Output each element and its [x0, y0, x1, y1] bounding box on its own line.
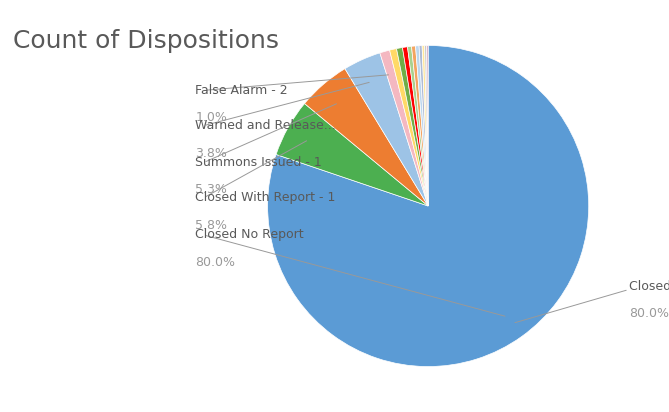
Text: Closed No Report: Closed No Report: [195, 228, 304, 241]
Text: 80.0%: 80.0%: [195, 256, 235, 269]
Text: 80.0%: 80.0%: [629, 307, 669, 320]
Text: 5.3%: 5.3%: [195, 183, 227, 197]
Text: Closed No Report: Closed No Report: [629, 280, 669, 293]
Wedge shape: [415, 46, 428, 206]
Wedge shape: [276, 103, 428, 206]
Text: Closed With Report - 1: Closed With Report - 1: [195, 192, 336, 204]
Text: 1.0%: 1.0%: [195, 111, 227, 124]
Text: 5.8%: 5.8%: [195, 219, 227, 232]
Wedge shape: [380, 50, 428, 206]
Wedge shape: [407, 46, 428, 206]
Wedge shape: [425, 45, 428, 206]
Text: False Alarm - 2: False Alarm - 2: [195, 84, 288, 97]
Text: 3.8%: 3.8%: [195, 147, 227, 159]
Wedge shape: [397, 47, 428, 206]
Wedge shape: [422, 45, 428, 206]
Text: Count of Dispositions: Count of Dispositions: [13, 29, 280, 53]
Wedge shape: [411, 46, 428, 206]
Wedge shape: [403, 47, 428, 206]
Wedge shape: [389, 49, 428, 206]
Wedge shape: [419, 46, 428, 206]
Wedge shape: [345, 53, 428, 206]
Wedge shape: [427, 45, 428, 206]
Wedge shape: [304, 69, 428, 206]
Wedge shape: [268, 45, 589, 367]
Text: Summons Issued - 1: Summons Issued - 1: [195, 156, 322, 169]
Text: Warned and Release...: Warned and Release...: [195, 119, 336, 132]
